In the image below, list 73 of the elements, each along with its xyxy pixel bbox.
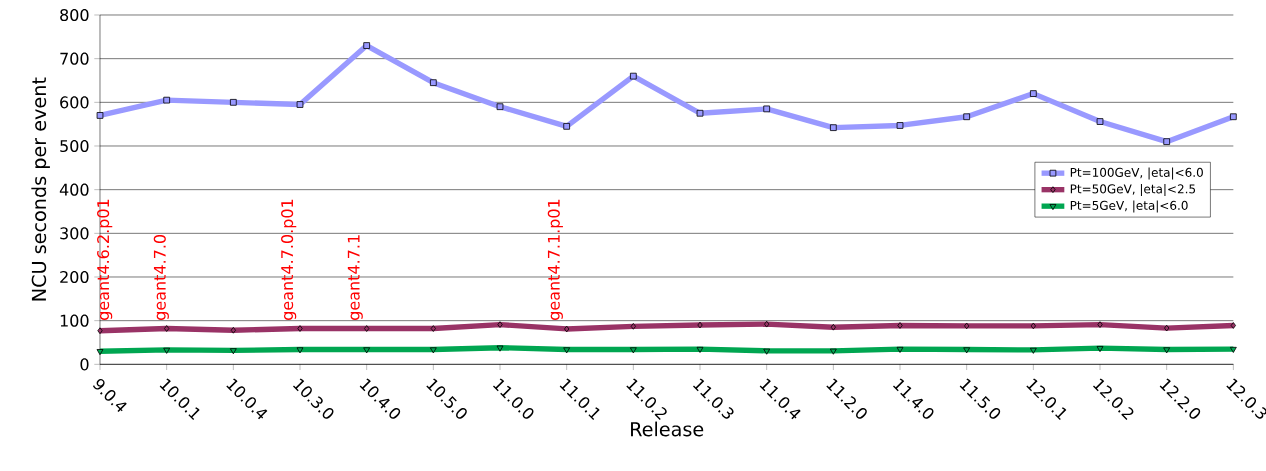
point [630, 72, 637, 80]
point [497, 321, 503, 328]
y-tick-label: 100 [60, 314, 89, 327]
point [897, 322, 903, 329]
point [1163, 138, 1171, 145]
y-tick-label: 800 [60, 8, 89, 22]
point [829, 348, 837, 355]
y-tick-label: 700 [60, 52, 89, 65]
annotation: geant4.7.0 [153, 234, 169, 320]
point [363, 347, 371, 354]
point [496, 345, 504, 352]
point [1229, 346, 1237, 353]
point [163, 96, 170, 104]
point [697, 321, 703, 329]
y-tick-label: 300 [60, 227, 89, 240]
point [830, 124, 837, 131]
point [163, 347, 171, 354]
annotation: geant4.7.0.p01 [281, 199, 297, 320]
annotation: geant4.6.2.p01 [97, 199, 113, 320]
point [964, 322, 970, 330]
point [96, 112, 104, 119]
point [1096, 346, 1104, 353]
point [296, 101, 304, 108]
legend-label: Pt=5GeV, |eta|<6.0 [1070, 200, 1188, 213]
y-axis-title: NCU seconds per event [31, 77, 50, 301]
y-tick-label: 400 [59, 183, 89, 196]
point [563, 347, 571, 354]
point [297, 325, 303, 332]
point [1096, 118, 1104, 125]
point [630, 323, 636, 330]
point [763, 348, 771, 355]
point [629, 347, 637, 354]
y-tick-label: 200 [60, 270, 89, 284]
point [830, 323, 836, 331]
point [1097, 321, 1103, 328]
y-tick-label: 600 [60, 96, 89, 109]
point [1230, 322, 1236, 329]
point [963, 113, 971, 121]
point [229, 348, 237, 355]
point [1230, 113, 1237, 121]
point [696, 109, 704, 117]
point [1030, 322, 1036, 330]
point [430, 79, 437, 87]
point [230, 99, 237, 106]
point [429, 347, 437, 354]
point [896, 122, 904, 129]
point [564, 325, 570, 333]
point [430, 325, 436, 332]
y-tick-label: 0 [80, 358, 89, 371]
point [1029, 347, 1037, 354]
point [230, 326, 236, 334]
point [963, 347, 971, 354]
x-axis-title: Release [631, 421, 704, 437]
y-tick-label: 500 [60, 139, 89, 153]
point [1164, 324, 1170, 332]
point [164, 325, 170, 332]
point [763, 105, 771, 113]
point [364, 325, 370, 332]
annotation: geant4.7.1.p01 [547, 199, 563, 320]
point [96, 349, 104, 356]
point [764, 320, 770, 328]
point [296, 347, 304, 354]
point [363, 42, 371, 49]
point [496, 103, 504, 111]
point [1163, 347, 1171, 354]
point [1030, 90, 1037, 97]
annotation: geant4.7.1 [347, 235, 363, 320]
legend-label: Pt=100GeV, |eta|<6.0 [1070, 167, 1203, 180]
legend-label: Pt=50GeV, |eta|<2.5 [1070, 184, 1196, 197]
point [696, 346, 704, 353]
point [896, 346, 904, 353]
point [563, 123, 571, 130]
point [97, 327, 103, 335]
